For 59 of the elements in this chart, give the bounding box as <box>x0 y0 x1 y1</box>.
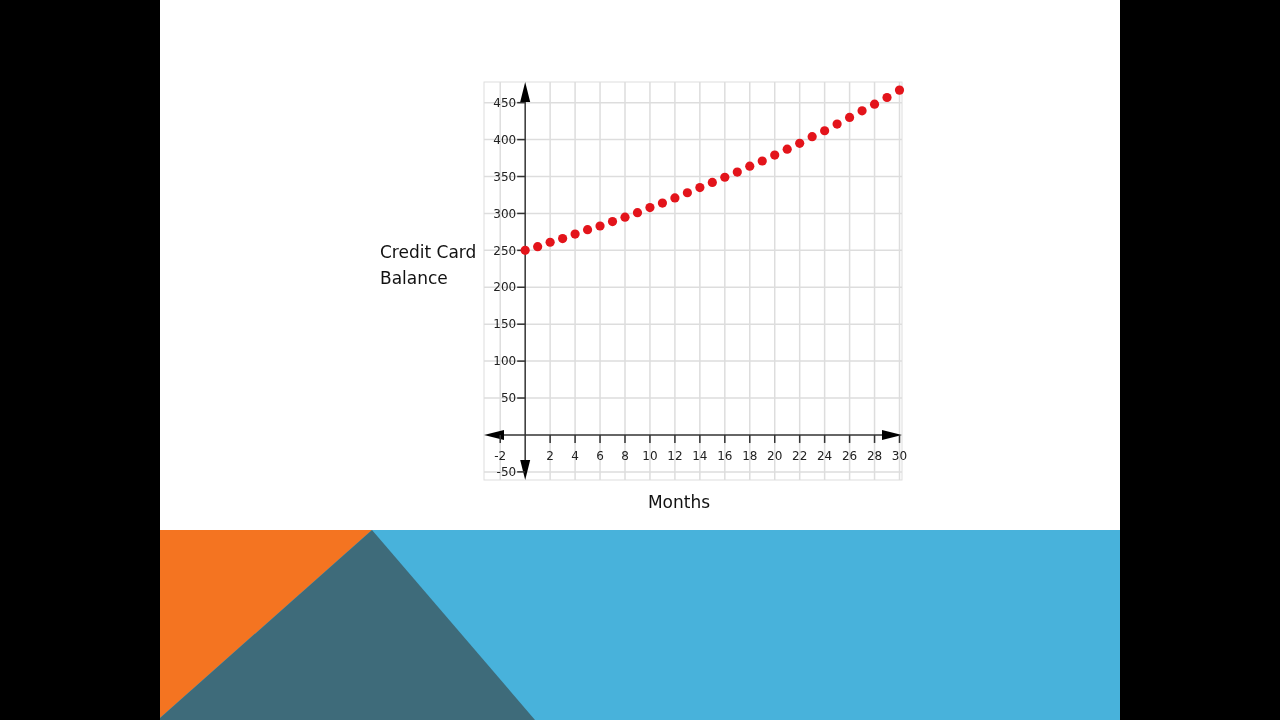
y-tick-label: 400 <box>493 132 517 147</box>
point <box>682 188 692 198</box>
point <box>695 182 705 193</box>
point <box>720 172 730 182</box>
point <box>645 202 655 213</box>
x-tick-label: 12 <box>667 448 683 463</box>
point <box>894 85 905 95</box>
y-tick-label: 250 <box>493 243 517 258</box>
point <box>520 245 530 255</box>
point <box>657 198 668 208</box>
x-tick-label: 8 <box>621 448 629 463</box>
point <box>732 167 742 177</box>
point <box>857 106 867 116</box>
x-tick-label: 20 <box>767 448 783 463</box>
point <box>770 150 780 160</box>
point <box>545 237 555 247</box>
point <box>670 193 680 203</box>
x-tick-label: 16 <box>717 448 733 463</box>
y-tick-label: 100 <box>493 354 517 369</box>
x-tick-label: -2 <box>494 448 507 463</box>
x-tick-label: 2 <box>546 448 554 463</box>
point <box>620 212 630 222</box>
point <box>832 119 842 129</box>
x-tick-label: 4 <box>571 448 579 463</box>
point <box>820 126 830 136</box>
y-tick-label: 350 <box>493 169 517 184</box>
x-tick-label: 6 <box>596 448 604 463</box>
x-tick-label: 14 <box>692 448 708 463</box>
point <box>558 233 568 244</box>
point <box>795 138 805 148</box>
y-tick-label: 450 <box>493 95 517 110</box>
point <box>869 99 880 109</box>
point <box>570 229 580 239</box>
x-tick-label: 26 <box>841 448 858 463</box>
point <box>707 177 717 188</box>
x-tick-label: 10 <box>642 448 658 463</box>
point <box>533 242 543 252</box>
y-tick-label: -50 <box>496 465 517 480</box>
point <box>782 144 792 154</box>
y-tick-label: 50 <box>500 391 517 406</box>
x-tick-label: 24 <box>817 448 833 463</box>
point <box>844 112 855 123</box>
y-tick-label: 150 <box>493 317 517 332</box>
x-tick-label: 22 <box>792 448 808 463</box>
point <box>632 208 643 218</box>
point <box>607 216 618 227</box>
x-tick-label: 30 <box>891 448 908 463</box>
point <box>582 225 593 235</box>
point <box>882 92 892 103</box>
y-tick-label: 200 <box>493 280 517 295</box>
point <box>807 132 817 142</box>
y-axis-title: Credit Card Balance <box>380 242 477 288</box>
point <box>745 161 755 171</box>
x-tick-label: 28 <box>866 448 883 463</box>
x-tick-label: 18 <box>742 448 758 463</box>
x-axis-title: Months <box>647 492 711 512</box>
y-tick-label: 300 <box>493 206 517 221</box>
point <box>757 156 767 166</box>
point <box>595 221 605 231</box>
